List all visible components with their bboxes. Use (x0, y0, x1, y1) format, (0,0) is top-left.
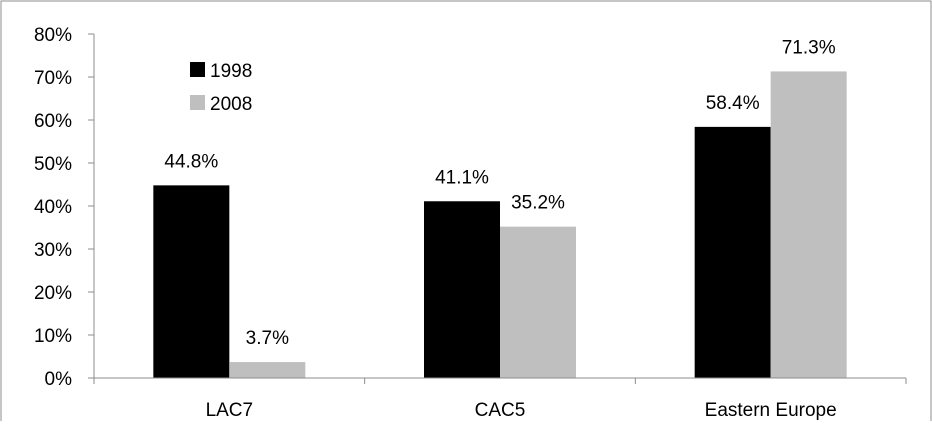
plot-area (153, 71, 847, 378)
bar-2008-lac7 (229, 362, 306, 378)
y-tick-label: 0% (45, 369, 73, 390)
legend-label-2008: 2008 (210, 94, 252, 115)
x-category-label: CAC5 (475, 400, 526, 421)
bar-1998-cac5 (424, 201, 500, 378)
legend-label-1998: 1998 (210, 61, 252, 82)
x-category-label: LAC7 (206, 400, 254, 421)
data-label: 71.3% (782, 37, 836, 58)
y-tick-label: 50% (34, 154, 72, 175)
data-label: 35.2% (511, 193, 565, 214)
legend: 1998 2008 (190, 61, 252, 115)
y-tick-label: 60% (34, 111, 72, 132)
y-tick-label: 10% (34, 326, 72, 347)
data-label: 41.1% (435, 167, 489, 188)
y-tick-label: 30% (34, 240, 72, 261)
y-tick-label: 20% (34, 283, 72, 304)
y-tick-label: 70% (34, 68, 72, 89)
bar-1998-lac7 (153, 185, 230, 378)
data-label: 44.8% (164, 151, 218, 172)
y-tick-label: 40% (34, 197, 72, 218)
x-category-label: Eastern Europe (705, 400, 837, 421)
data-label: 3.7% (246, 328, 289, 349)
bar-2008-cac5 (500, 226, 576, 378)
axes: 0% 10% 20% 30% 40% 50% 60% 70% 80% (34, 25, 907, 390)
labels: 44.8% 3.7% LAC7 41.1% 35.2% CAC5 58.4% 71.3% Eas… (164, 37, 836, 421)
legend-swatch-1998 (190, 62, 205, 77)
bar-2008-eastern-europe (770, 71, 847, 378)
bar-1998-eastern-europe (694, 126, 771, 378)
legend-swatch-2008 (190, 95, 205, 110)
data-label: 58.4% (706, 93, 760, 114)
y-tick-label: 80% (34, 25, 72, 46)
